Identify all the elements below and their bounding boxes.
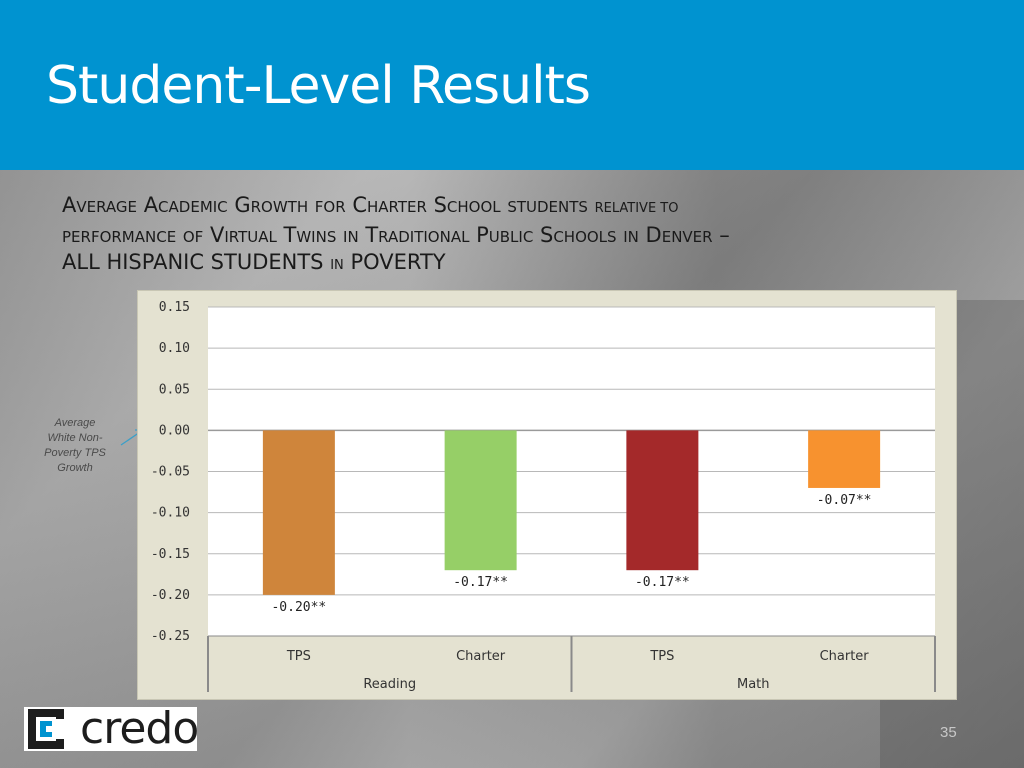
bar-chart: 0.15 0.10 0.05 0.00 -0.05 -0.10 -0.15 -0.20 -0.2… — [151, 300, 936, 692]
bar — [626, 430, 699, 571]
bar — [808, 430, 881, 488]
baseline-note-line-2: White Non- — [47, 432, 103, 444]
credo-logo: credo — [24, 703, 199, 754]
x-category-label: TPS — [286, 649, 311, 664]
y-tick-label: 0.05 — [159, 382, 190, 397]
chart-subtitle: Average Academic Growth for Charter Scho… — [62, 192, 922, 279]
subtitle-text-3b: in — [330, 258, 344, 273]
y-tick-label: 0.00 — [159, 423, 190, 438]
chart-panel: 0.15 0.10 0.05 0.00 -0.05 -0.10 -0.15 -0.20 -0.2… — [137, 290, 957, 700]
data-label: -0.17** — [635, 575, 690, 590]
y-tick-label: 0.10 — [159, 341, 190, 356]
baseline-note: Average White Non- Poverty TPS Growth — [36, 416, 114, 476]
y-tick-label: 0.15 — [159, 300, 190, 315]
x-group-label: Math — [737, 677, 770, 692]
x-category-label: TPS — [649, 649, 674, 664]
subtitle-text-3a: ALL HISPANIC STUDENTS — [62, 250, 324, 274]
subtitle-line-3: ALL HISPANIC STUDENTS in POVERTY — [62, 249, 922, 279]
bar — [262, 430, 335, 595]
data-label: -0.20** — [271, 600, 326, 615]
page-title: Student-Level Results — [46, 56, 591, 116]
x-category-label: Charter — [456, 649, 506, 664]
data-label: -0.17** — [453, 575, 508, 590]
credo-logo-text: credo — [80, 703, 199, 754]
y-tick-label: -0.20 — [151, 588, 190, 603]
subtitle-text-1a: Average Academic Growth for Charter Scho… — [62, 193, 588, 217]
y-tick-label: -0.25 — [151, 629, 190, 644]
subtitle-line-2: performance of Virtual Twins in Traditio… — [62, 223, 730, 247]
x-category-label: Charter — [820, 649, 870, 664]
page-number: 35 — [940, 724, 957, 741]
header-bar: Student-Level Results — [0, 0, 1024, 170]
data-label: -0.07** — [817, 493, 872, 508]
baseline-note-line-1: Average — [54, 417, 96, 429]
credo-logo-icon — [28, 709, 64, 749]
subtitle-text-3c: POVERTY — [350, 250, 446, 274]
subtitle-text-1b: relative to — [594, 201, 679, 216]
x-group-label: Reading — [363, 677, 416, 692]
baseline-note-line-3: Poverty TPS — [44, 447, 106, 459]
subtitle-line-1: Average Academic Growth for Charter Scho… — [62, 192, 922, 222]
y-tick-label: -0.15 — [151, 547, 190, 562]
baseline-note-line-4: Growth — [57, 462, 93, 474]
y-tick-label: -0.05 — [151, 465, 190, 480]
y-tick-label: -0.10 — [151, 506, 190, 521]
bar — [444, 430, 517, 571]
